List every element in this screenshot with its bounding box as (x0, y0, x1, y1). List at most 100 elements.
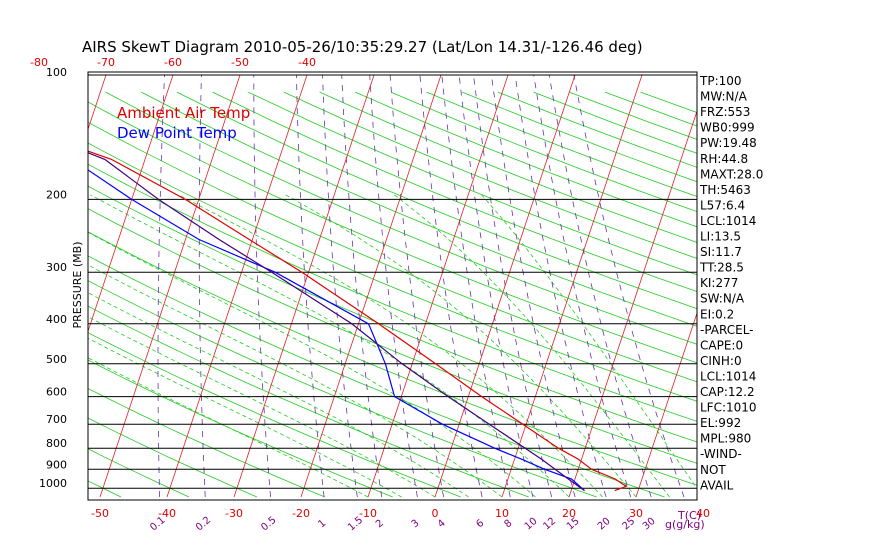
stability-index-item: MPL:980 (700, 432, 751, 446)
isotherm-line (233, 74, 375, 498)
pressure-tick-label: 100 (46, 66, 67, 79)
mixing-ratio-line (533, 74, 632, 498)
plot-frame (87, 71, 698, 501)
pressure-tick-label: 800 (46, 437, 67, 450)
moist-adiabat-line (90, 194, 570, 498)
mixing-ratio-label: 10 (523, 516, 540, 533)
legend-entry-ambient-air-temp: Ambient Air Temp (117, 104, 250, 122)
mixing-ratio-label: 0.2 (194, 515, 213, 534)
stability-index-item: WB0:999 (700, 121, 755, 135)
moist-adiabat-line (88, 231, 536, 498)
pressure-tick-label: 900 (46, 458, 67, 471)
dry-adiabat-line (141, 91, 697, 327)
dry-adiabat-line (176, 91, 697, 310)
bottom-temp-tick-label: -50 (91, 507, 109, 520)
mixing-ratio-line (369, 74, 418, 498)
mixing-ratio-label: 30 (641, 516, 658, 533)
dry-adiabat-line (88, 101, 697, 364)
top-temp-tick-label: -70 (97, 56, 115, 69)
moist-adiabat-line (285, 194, 637, 498)
moist-adiabat-line (88, 292, 469, 498)
bottom-temp-tick-label: -40 (158, 507, 176, 520)
mixing-ratio-line (548, 74, 652, 498)
moist-adiabat-line (178, 194, 603, 498)
isotherm-line (434, 74, 576, 498)
stability-index-item: LI:13.5 (700, 230, 741, 244)
isotherm-line (501, 74, 643, 498)
dry-adiabat-line (640, 91, 697, 113)
mixing-ratio-label: 4 (436, 518, 448, 531)
isotherm-line (300, 74, 442, 498)
stability-index-item: CINH:0 (700, 354, 742, 368)
bottom-temp-tick-label: 30 (629, 507, 643, 520)
mixing-ratio-label: 20 (596, 516, 613, 533)
top-temp-tick-label: -80 (30, 56, 48, 69)
mixing-ratio-line (419, 74, 483, 498)
stability-index-item: AVAIL (700, 478, 734, 492)
mixing-ratio-line (198, 74, 206, 498)
stability-index-item: TH:5463 (699, 183, 751, 197)
top-temp-tick-label: -50 (231, 56, 249, 69)
dry-adiabat-line (319, 91, 697, 243)
top-temp-tick-label: -40 (298, 56, 316, 69)
profile-series-0 (88, 150, 628, 492)
mixing-ratio-label: 12 (541, 516, 558, 533)
dry-adiabat-line (88, 142, 697, 402)
pressure-tick-label: 700 (46, 413, 67, 426)
isotherm-line (166, 74, 308, 498)
mixing-ratio-unit-label: g(g/kg) (665, 518, 705, 531)
stability-index-item: EI:0.2 (700, 307, 734, 321)
stability-index-item: KI:277 (700, 276, 738, 290)
dry-adiabat-line (462, 91, 697, 183)
bottom-temp-tick-label: -10 (359, 507, 377, 520)
stability-index-item: MW:N/A (700, 90, 748, 104)
y-axis-label: PRESSURE (MB) (71, 242, 84, 329)
stability-index-item: SW:N/A (700, 292, 745, 306)
grid-lines (0, 74, 870, 498)
profile-series-1 (88, 169, 585, 492)
x-axis-unit-label: T(C) (677, 509, 701, 522)
isotherm-line (770, 75, 870, 497)
moist-adiabat-line (88, 357, 369, 498)
bottom-temp-tick-label: 40 (696, 507, 710, 520)
stability-index-item: FRZ:553 (700, 105, 750, 119)
stability-index-item: LCL:1014 (700, 369, 756, 383)
pressure-tick-label: 200 (46, 188, 67, 201)
dry-adiabat-line (88, 280, 597, 498)
dry-adiabat-line (88, 255, 665, 498)
bottom-temp-tick-label: 0 (432, 507, 439, 520)
pressure-tick-label: 500 (46, 353, 67, 366)
pressure-tick-label: 600 (46, 386, 67, 399)
mixing-ratio-label: 3 (410, 518, 422, 531)
bottom-temp-tick-label: -30 (225, 507, 243, 520)
isotherm-line (0, 75, 39, 497)
dry-adiabat-line (88, 185, 697, 443)
mixing-ratio-line (458, 74, 534, 498)
mixing-ratio-line (296, 74, 325, 498)
isotherm-line (635, 311, 697, 498)
dry-adiabat-line (248, 91, 697, 276)
dry-adiabat-line (283, 91, 697, 259)
stability-index-item: EL:992 (700, 416, 741, 430)
profile-series-2 (88, 152, 585, 492)
stability-index-item: TP:100 (699, 74, 742, 88)
stability-index-item: L57:6.4 (700, 198, 745, 212)
profile-lines (88, 150, 628, 492)
moist-adiabat-line (481, 194, 697, 490)
dry-adiabat-line (88, 208, 697, 464)
dry-adiabat-line (88, 332, 461, 498)
mixing-ratio-line (514, 74, 607, 498)
stability-index-item: LCL:1014 (700, 214, 756, 228)
mixing-ratio-line (157, 74, 165, 498)
stability-index-item: MAXT:28.0 (700, 167, 763, 181)
isotherm-line (568, 109, 697, 498)
bottom-temp-tick-label: 10 (495, 507, 509, 520)
stability-index-item: NOT (700, 463, 726, 477)
isotherm-line (88, 74, 174, 333)
mixing-ratio-line (322, 74, 358, 498)
mixing-ratio-line (491, 74, 576, 498)
dry-adiabat-line (88, 305, 529, 498)
dry-adiabat-line (88, 121, 697, 383)
